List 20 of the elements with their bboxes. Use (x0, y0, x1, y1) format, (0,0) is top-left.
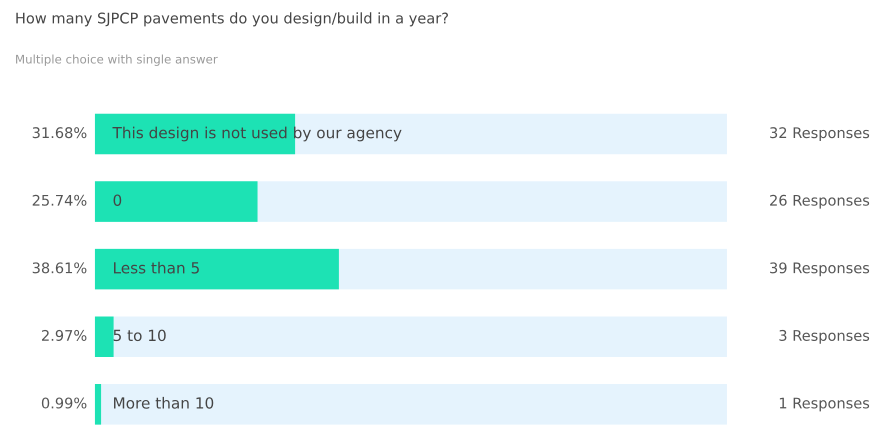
data-label: 0.99% (42, 398, 86, 409)
data-label: 38.61% (32, 262, 86, 274)
text: 1 Responses (780, 398, 870, 412)
data-label: 25.74% (32, 194, 86, 206)
chart-subtitle: Multiple choice with single answer (16, 54, 218, 66)
text: 32 Responses (770, 127, 870, 142)
data-label: 2.97% (42, 330, 86, 341)
y-tick-label: More than 10 (114, 396, 214, 409)
y-tick-label: 5 to 10 (114, 330, 166, 342)
data-label: 31.68% (32, 127, 86, 138)
bar (94, 384, 102, 425)
bar (94, 114, 296, 154)
y-tick-label: Less than 5 (114, 262, 199, 274)
bar (94, 316, 114, 358)
chart-title: How many SJPCP pavements do you design/build in a year? (16, 12, 448, 26)
bar (94, 181, 258, 222)
text: 26 Responses (770, 194, 870, 209)
y-tick-label: 0 (114, 194, 122, 206)
text: 3 Responses (779, 330, 870, 344)
text: 39 Responses (770, 262, 870, 276)
